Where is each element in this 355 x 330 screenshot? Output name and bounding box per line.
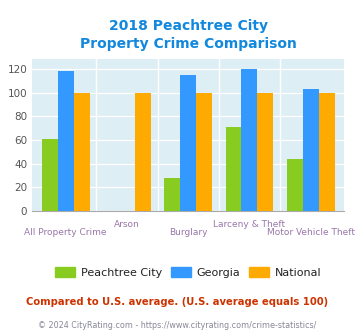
Text: Arson: Arson xyxy=(114,219,140,228)
Text: Compared to U.S. average. (U.S. average equals 100): Compared to U.S. average. (U.S. average … xyxy=(26,297,329,307)
Bar xyxy=(180,75,196,211)
Title: 2018 Peachtree City
Property Crime Comparison: 2018 Peachtree City Property Crime Compa… xyxy=(80,19,296,51)
Bar xyxy=(319,93,334,211)
Bar xyxy=(287,159,303,211)
Text: Motor Vehicle Theft: Motor Vehicle Theft xyxy=(267,228,355,237)
Bar xyxy=(42,139,58,211)
Text: All Property Crime: All Property Crime xyxy=(24,228,107,237)
Text: Larceny & Theft: Larceny & Theft xyxy=(213,219,285,228)
Bar xyxy=(303,89,319,211)
Bar xyxy=(241,69,257,211)
Bar xyxy=(58,71,73,211)
Bar xyxy=(164,178,180,211)
Bar xyxy=(225,127,241,211)
Text: Burglary: Burglary xyxy=(169,228,207,237)
Bar xyxy=(135,93,151,211)
Bar xyxy=(196,93,212,211)
Bar xyxy=(73,93,89,211)
Text: © 2024 CityRating.com - https://www.cityrating.com/crime-statistics/: © 2024 CityRating.com - https://www.city… xyxy=(38,321,317,330)
Bar xyxy=(257,93,273,211)
Legend: Peachtree City, Georgia, National: Peachtree City, Georgia, National xyxy=(51,262,326,282)
